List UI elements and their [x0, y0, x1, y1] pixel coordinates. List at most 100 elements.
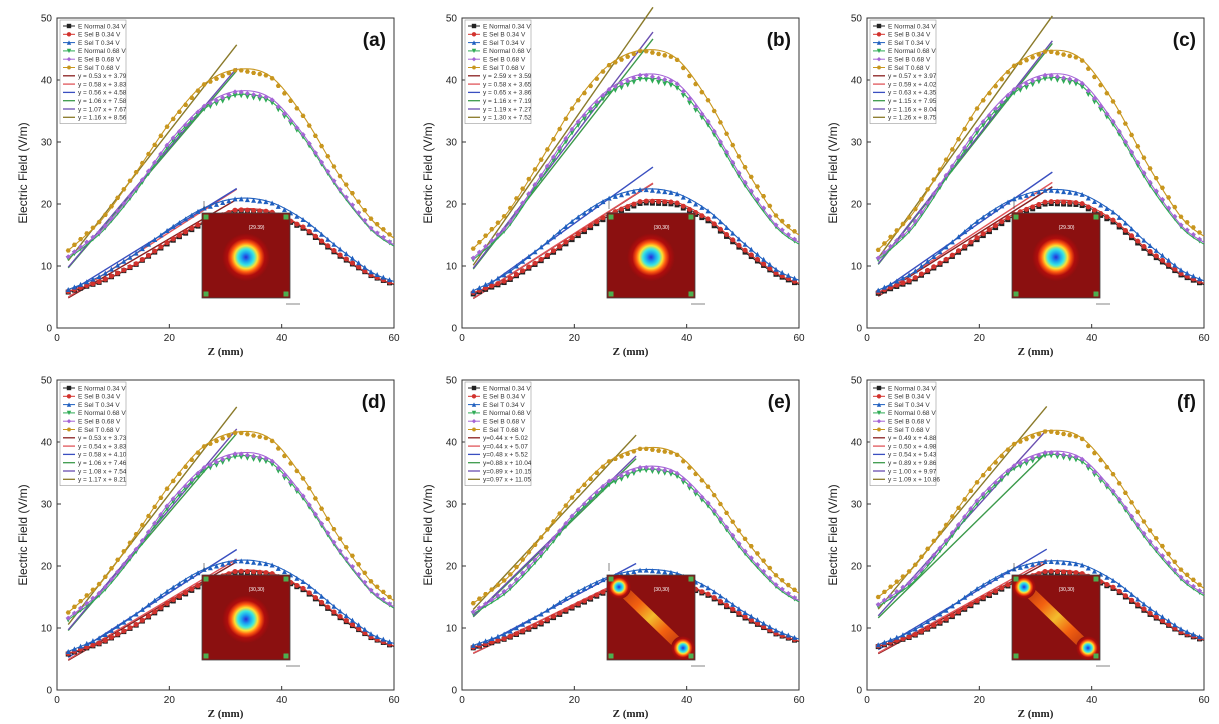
data-point [1153, 545, 1159, 551]
legend-fit-entry: y = 1.17 x + 8.21 [78, 477, 127, 484]
legend-marker [66, 57, 72, 62]
data-point [699, 494, 705, 500]
data-point [631, 75, 637, 81]
data-point [337, 548, 343, 554]
data-point [680, 194, 686, 200]
data-point [619, 57, 625, 62]
data-point [575, 601, 581, 607]
data-point [993, 483, 999, 489]
inset-annotation: (29.39) [249, 225, 265, 231]
data-point [1042, 187, 1048, 193]
data-point [557, 511, 563, 516]
data-point [84, 231, 90, 236]
y-axis-label: Electric Field (V/m) [826, 484, 840, 585]
data-point [380, 636, 386, 642]
data-point [84, 644, 90, 650]
data-point [767, 213, 773, 219]
legend-marker [471, 23, 477, 29]
data-point [526, 563, 532, 569]
data-point [1104, 214, 1110, 220]
legend-entry: E Sel B 0.68 V [78, 419, 121, 426]
data-point [619, 81, 625, 87]
data-point [507, 275, 513, 281]
data-point [1085, 92, 1091, 98]
data-point [943, 537, 949, 543]
series-line [472, 77, 800, 261]
data-point [1085, 66, 1091, 71]
legend-marker [66, 427, 72, 432]
data-point [1135, 144, 1141, 149]
data-point [962, 126, 968, 132]
legend: E Normal 0.34 VE Sel B 0.34 VE Sel T 0.3… [464, 19, 532, 124]
data-point [1061, 431, 1067, 437]
data-point [612, 456, 618, 462]
data-point [201, 106, 207, 112]
data-point [288, 98, 294, 103]
data-point [325, 154, 331, 159]
legend-marker [66, 40, 72, 45]
data-point [238, 568, 244, 574]
data-point [139, 606, 145, 612]
probe-marker [1093, 576, 1099, 582]
data-point [189, 586, 195, 592]
data-point [785, 582, 791, 588]
data-point [937, 249, 943, 255]
data-point [906, 569, 912, 574]
data-point [894, 579, 900, 584]
data-point [1110, 99, 1116, 104]
data-point [1061, 560, 1067, 566]
y-tick-label: 20 [446, 562, 458, 573]
data-point [1030, 204, 1036, 210]
y-tick-label: 50 [446, 376, 458, 387]
data-point [1091, 74, 1097, 80]
data-point [1147, 605, 1153, 611]
data-point [1005, 96, 1011, 102]
data-point [1098, 478, 1104, 484]
data-point [1036, 75, 1042, 81]
data-point [281, 114, 287, 120]
data-point [356, 199, 362, 204]
data-point [526, 625, 532, 631]
data-point [1104, 91, 1110, 96]
data-point [792, 229, 798, 234]
data-point [1197, 582, 1203, 587]
data-point [1172, 266, 1178, 272]
legend: E Normal 0.34 VE Sel B 0.34 VE Sel T 0.3… [59, 381, 127, 486]
data-point [195, 473, 201, 479]
data-point [761, 568, 767, 574]
data-point [761, 620, 767, 626]
data-point [380, 227, 386, 232]
data-point [581, 504, 587, 510]
probe-marker [608, 291, 614, 297]
data-point [146, 252, 152, 258]
data-point [1091, 99, 1097, 105]
data-point [1017, 60, 1023, 66]
data-point [300, 224, 306, 230]
y-tick-label: 40 [446, 438, 458, 449]
data-point [754, 199, 760, 205]
data-point [362, 626, 368, 632]
data-point [90, 638, 96, 644]
data-point [251, 70, 257, 76]
data-point [501, 278, 507, 284]
data-point [699, 89, 705, 95]
data-point [711, 508, 717, 514]
data-point [625, 470, 631, 476]
data-point [544, 163, 550, 169]
data-point [767, 261, 773, 267]
legend-fit-entry: y = 1.16 x + 7.19 [483, 98, 532, 105]
legend-fit-entry: y = 1.06 x + 7.58 [78, 98, 127, 105]
data-point [176, 128, 182, 134]
field-hotspot [627, 233, 675, 282]
data-point [1079, 456, 1085, 462]
data-point [668, 471, 674, 477]
data-point [526, 176, 532, 182]
data-point [183, 102, 189, 107]
data-point [294, 221, 300, 227]
data-point [693, 107, 699, 113]
data-point [349, 255, 355, 261]
data-point [974, 126, 980, 132]
data-point [96, 279, 102, 285]
legend-fit-entry: y = 0.54 x + 5.43 [888, 452, 937, 459]
data-point [625, 190, 631, 196]
